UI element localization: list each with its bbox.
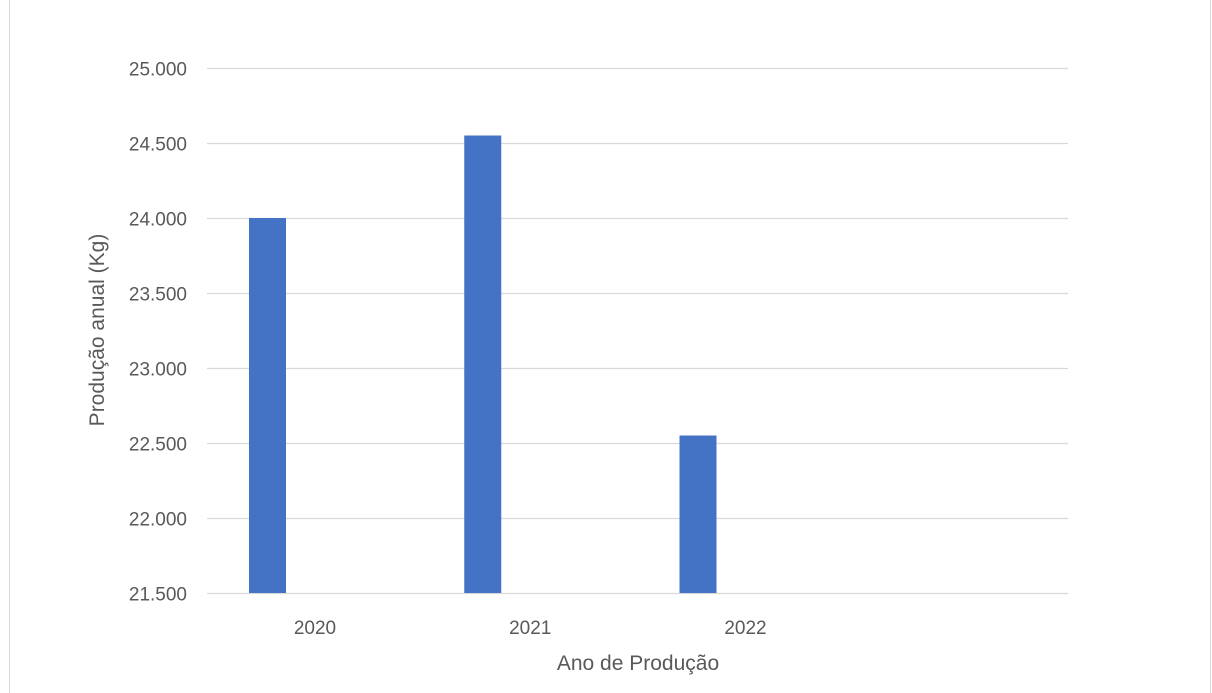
y-axis-title: Produção anual (Kg) — [86, 234, 109, 427]
y-tick-label: 22.000 — [129, 510, 187, 531]
x-axis-title: Ano de Produção — [557, 652, 719, 675]
y-tick-label: 23.500 — [129, 285, 187, 306]
bar-2021 — [464, 135, 502, 593]
chart-frame — [9, 0, 1211, 693]
y-tick-label: 23.000 — [129, 360, 187, 381]
x-tick-label: 2022 — [724, 618, 766, 639]
bar-2022 — [679, 435, 717, 593]
x-axis-ticks: 2020 2021 2022 — [294, 618, 767, 639]
bars — [249, 135, 717, 593]
bar-2020 — [249, 218, 286, 593]
x-tick-label: 2021 — [509, 618, 551, 639]
x-tick-label: 2020 — [294, 618, 336, 639]
y-tick-label: 25.000 — [129, 60, 187, 81]
gridlines — [207, 67, 1068, 595]
y-axis-ticks: 21.500 22.000 22.500 23.000 23.500 24.000 24.5… — [129, 60, 187, 606]
y-tick-label: 24.500 — [129, 135, 187, 156]
y-tick-label: 21.500 — [129, 585, 187, 606]
y-tick-label: 22.500 — [129, 435, 187, 456]
y-tick-label: 24.000 — [129, 210, 187, 231]
